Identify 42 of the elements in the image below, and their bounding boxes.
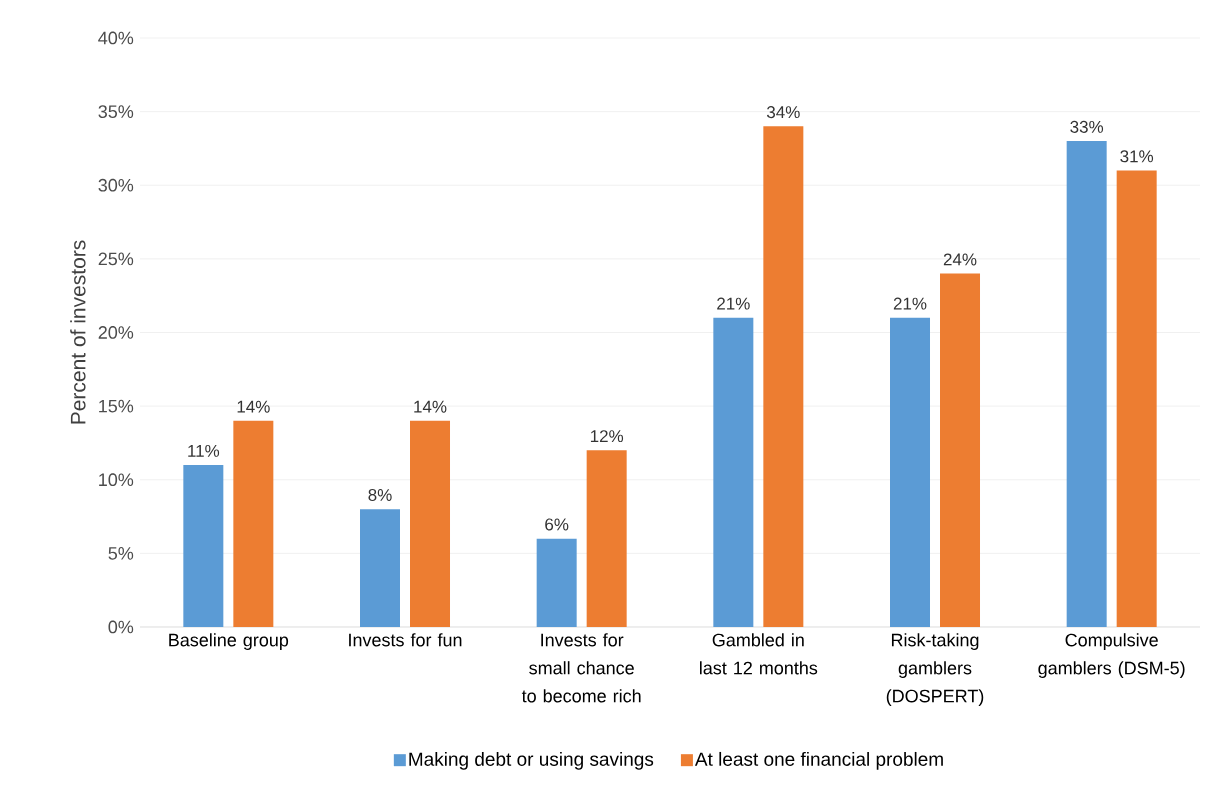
y-tick-label: 5%: [108, 547, 134, 560]
data-label: 34%: [766, 106, 800, 119]
data-label: 12%: [590, 430, 624, 443]
y-tick-label: 35%: [98, 105, 134, 118]
bar: [586, 450, 627, 627]
y-tick-label: 25%: [98, 252, 134, 266]
y-tick-label: 10%: [99, 473, 134, 487]
data-label: 24%: [943, 253, 977, 266]
y-tick-label: 30%: [98, 178, 134, 192]
bar: [183, 465, 224, 627]
data-label: 11%: [188, 444, 220, 457]
bar: [1066, 141, 1107, 627]
y-tick-label: 15%: [99, 399, 134, 413]
bar: [233, 420, 274, 627]
data-label: 8%: [368, 488, 392, 502]
x-tick-label: Gambled in last 12 months: [700, 633, 818, 675]
legend-label: At least one financial problem: [694, 751, 943, 770]
data-label: 21%: [717, 297, 750, 310]
bar: [713, 317, 754, 627]
bar: [410, 420, 450, 627]
x-tick-label: Risk-taking gamblers (DOSPERT): [886, 633, 984, 706]
data-label: 6%: [545, 518, 569, 531]
bar: [763, 126, 804, 627]
x-tick-label: Compulsive gamblers (DSM-5): [1038, 633, 1185, 678]
x-tick-label: Invests for fun: [349, 633, 462, 647]
y-tick-label: 0%: [108, 620, 134, 634]
y-axis-title: Percent of investors: [70, 240, 86, 424]
bar: [360, 509, 400, 627]
data-label: 21%: [893, 297, 927, 310]
y-tick-label: 20%: [98, 326, 134, 339]
bar: [940, 273, 981, 627]
data-label: 31%: [1120, 150, 1154, 163]
bar: [890, 317, 931, 627]
bar: [1116, 170, 1157, 627]
x-tick-label: Invests for small chance to become rich: [521, 633, 641, 703]
data-label: 14%: [237, 400, 270, 413]
data-label: 33%: [1070, 120, 1104, 133]
y-tick-label: 40%: [98, 31, 134, 45]
bar: [536, 538, 577, 627]
legend-label: Making debt or using savings: [409, 751, 654, 770]
data-label: 14%: [414, 400, 447, 413]
x-tick-label: Baseline group: [169, 633, 289, 650]
